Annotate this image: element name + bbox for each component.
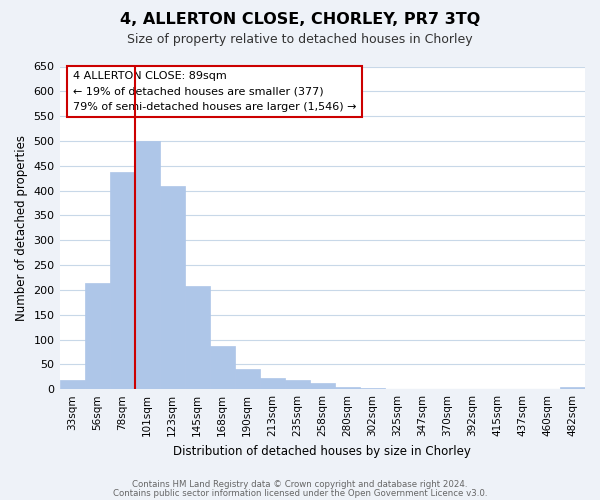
Bar: [85, 284, 110, 389]
Bar: [235, 370, 260, 389]
X-axis label: Distribution of detached houses by size in Chorley: Distribution of detached houses by size …: [173, 444, 471, 458]
Bar: [335, 386, 360, 389]
Text: Contains public sector information licensed under the Open Government Licence v3: Contains public sector information licen…: [113, 488, 487, 498]
Bar: [285, 380, 310, 389]
Text: 4, ALLERTON CLOSE, CHORLEY, PR7 3TQ: 4, ALLERTON CLOSE, CHORLEY, PR7 3TQ: [120, 12, 480, 28]
Bar: [209, 346, 235, 389]
Bar: [134, 141, 160, 389]
Bar: [310, 383, 335, 389]
Text: Size of property relative to detached houses in Chorley: Size of property relative to detached ho…: [127, 32, 473, 46]
Bar: [185, 286, 209, 389]
Bar: [59, 380, 85, 389]
Text: 4 ALLERTON CLOSE: 89sqm
← 19% of detached houses are smaller (377)
79% of semi-d: 4 ALLERTON CLOSE: 89sqm ← 19% of detache…: [73, 72, 356, 112]
Bar: [110, 172, 134, 389]
Y-axis label: Number of detached properties: Number of detached properties: [15, 135, 28, 321]
Bar: [360, 388, 385, 389]
Text: Contains HM Land Registry data © Crown copyright and database right 2024.: Contains HM Land Registry data © Crown c…: [132, 480, 468, 489]
Bar: [160, 186, 185, 389]
Bar: [260, 378, 285, 389]
Bar: [560, 387, 585, 389]
